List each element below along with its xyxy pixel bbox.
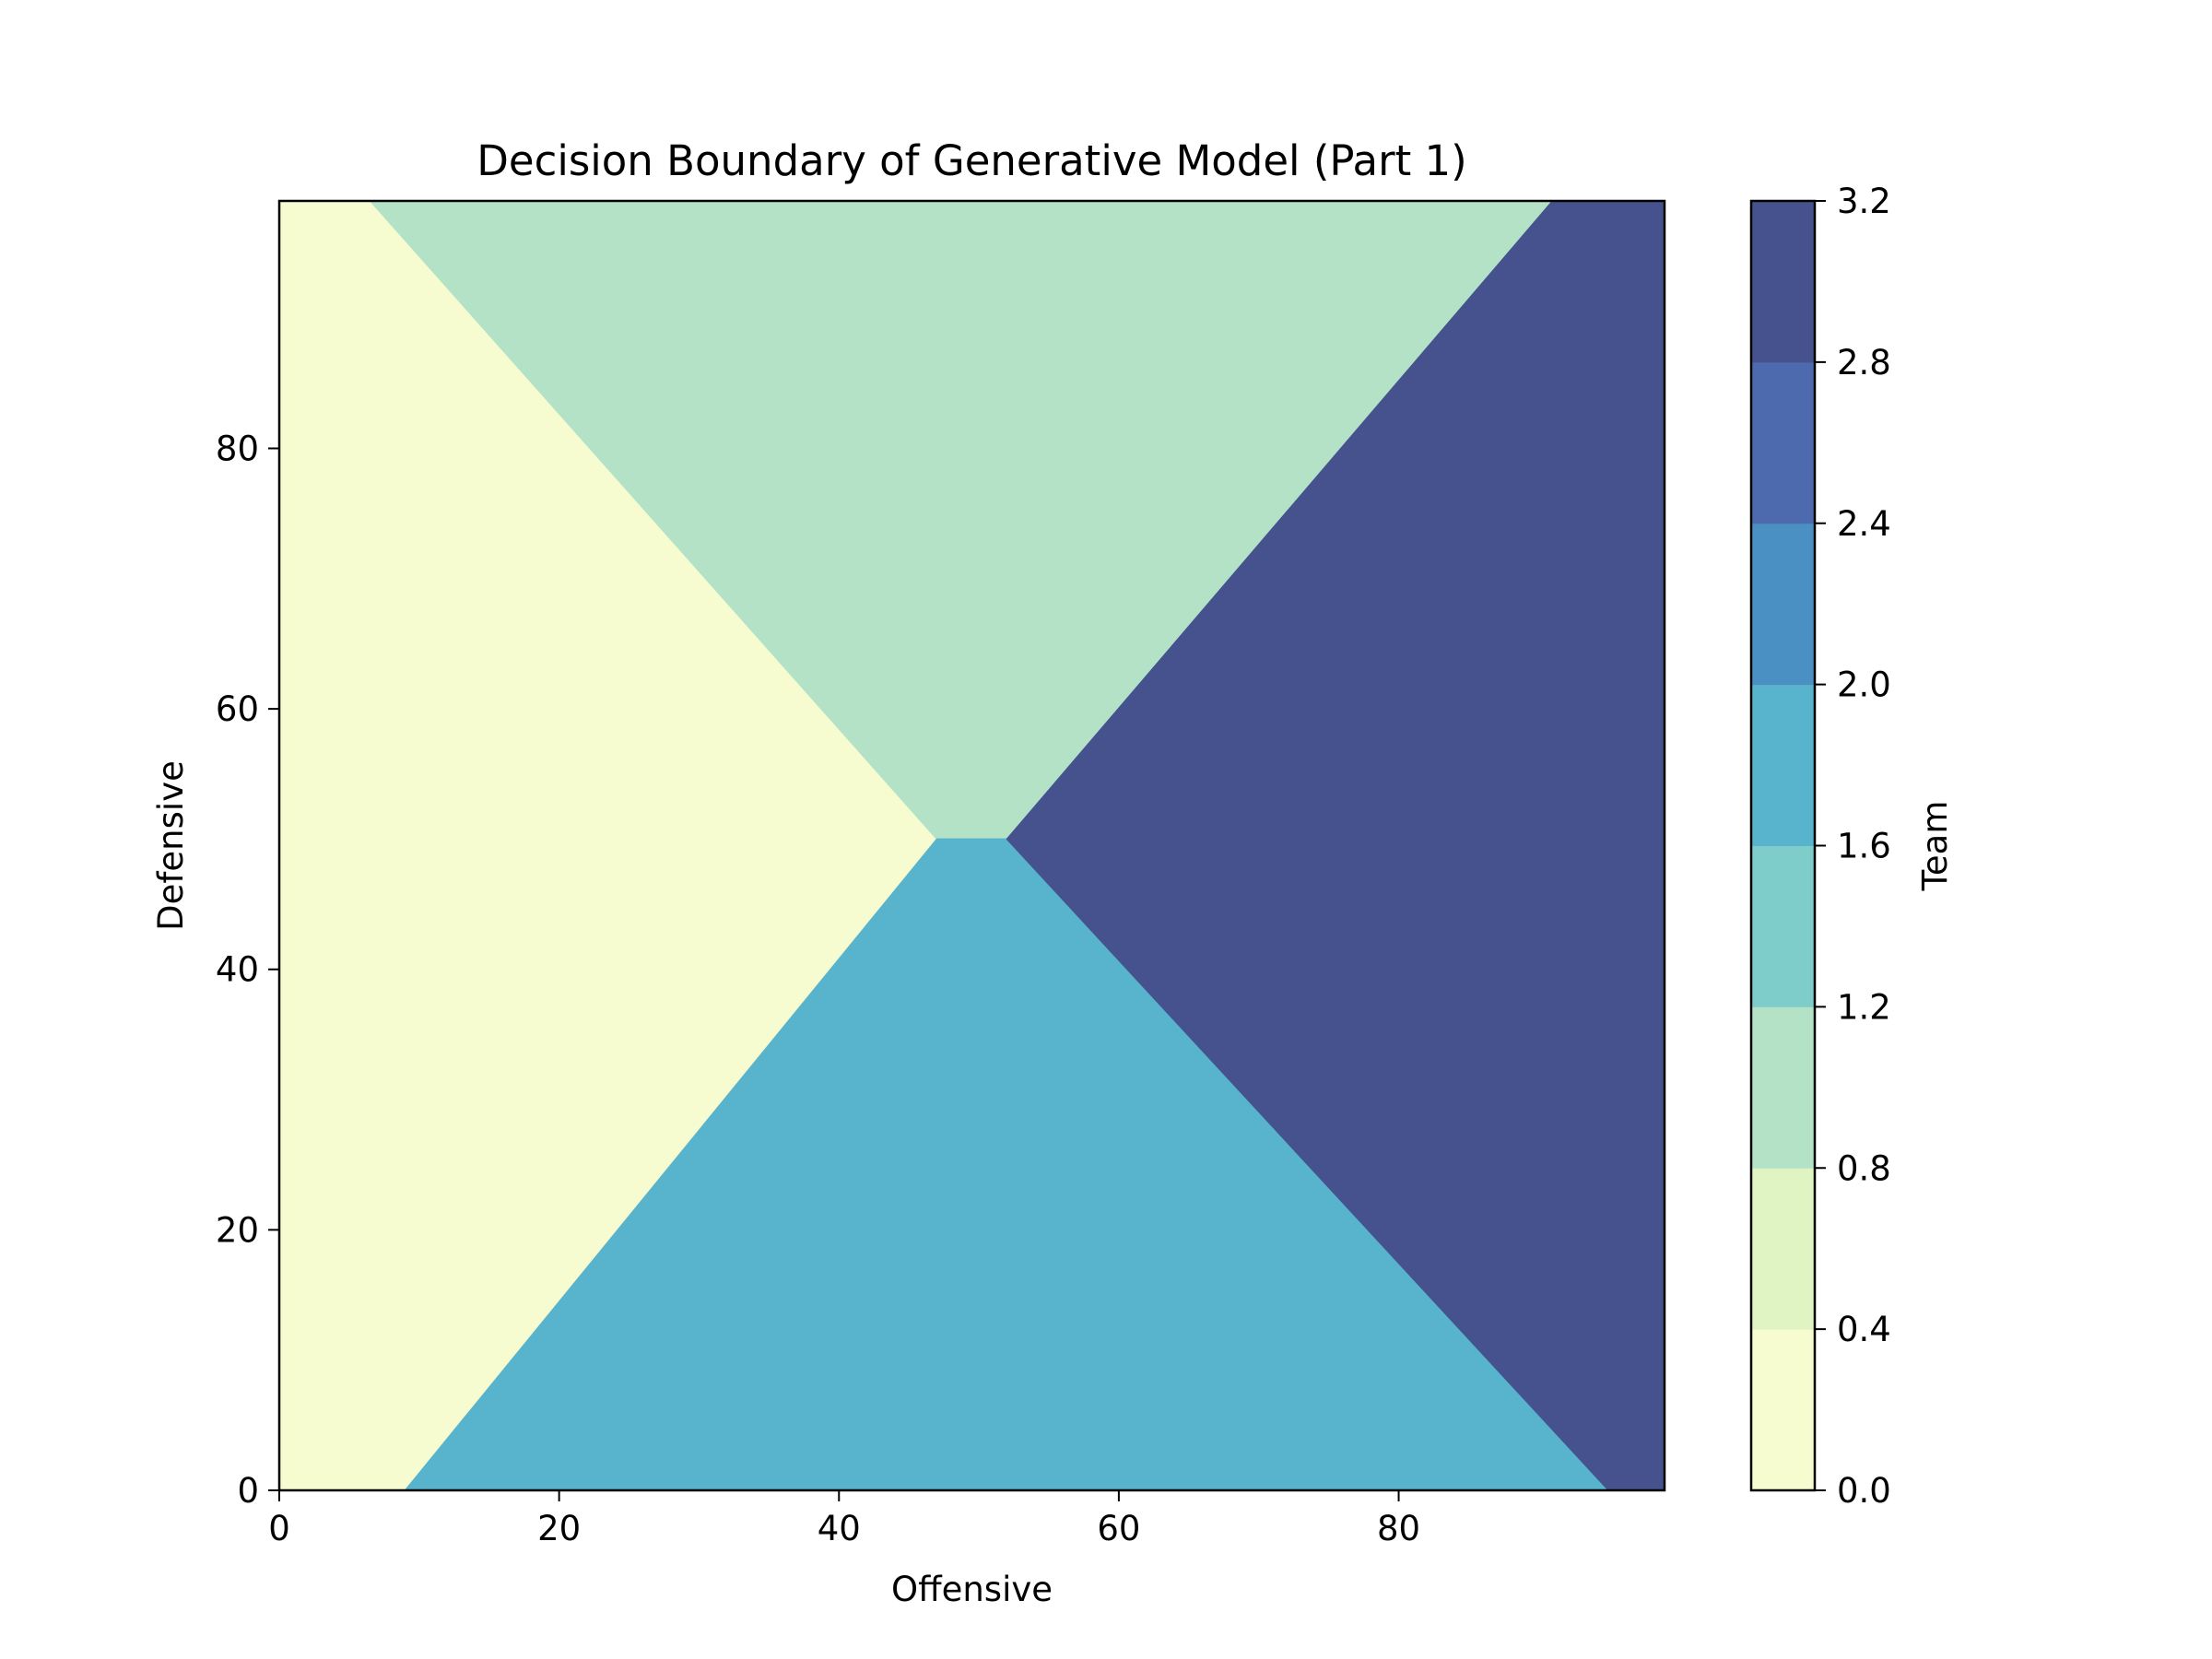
x-tick-label: 40 <box>818 1509 861 1548</box>
colorbar-bands <box>1751 201 1815 1491</box>
colorbar-band <box>1751 361 1815 524</box>
x-tick-label: 60 <box>1097 1509 1140 1548</box>
y-tick-label: 60 <box>216 689 259 729</box>
colorbar-tick-label: 2.0 <box>1837 665 1891 705</box>
colorbar-label: Team <box>1915 801 1955 892</box>
colorbar-band <box>1751 523 1815 686</box>
colorbar-tick-label: 3.2 <box>1837 182 1891 221</box>
y-axis-ticks: 0 20 40 60 80 <box>216 429 279 1511</box>
y-tick-label: 40 <box>216 950 259 990</box>
y-tick-label: 0 <box>237 1471 259 1511</box>
colorbar-tick-label: 2.4 <box>1837 504 1891 544</box>
colorbar-band <box>1751 684 1815 846</box>
chart-title: Decision Boundary of Generative Model (P… <box>477 136 1467 185</box>
colorbar-ticks: 0.0 0.4 0.8 1.2 1.6 2.0 2.4 2.8 3.2 <box>1815 182 1891 1511</box>
colorbar-band <box>1751 1329 1815 1491</box>
colorbar-band <box>1751 1006 1815 1169</box>
x-tick-label: 20 <box>537 1509 581 1548</box>
x-axis-ticks: 0 20 40 60 80 <box>268 1490 1420 1548</box>
x-axis-label: Offensive <box>891 1570 1053 1609</box>
colorbar-tick-label: 2.8 <box>1837 343 1891 382</box>
colorbar-tick-label: 1.2 <box>1837 987 1891 1027</box>
plot-regions <box>278 200 1665 1491</box>
plot-frame <box>277 199 1666 1492</box>
colorbar-tick-label: 0.0 <box>1837 1471 1891 1511</box>
colorbar-band <box>1751 845 1815 1007</box>
colorbar: 0.0 0.4 0.8 1.2 1.6 2.0 2.4 2.8 3.2 Team <box>1749 182 1955 1511</box>
y-tick-label: 20 <box>216 1210 259 1250</box>
x-tick-label: 0 <box>268 1509 290 1548</box>
x-tick-label: 80 <box>1377 1509 1420 1548</box>
y-tick-label: 80 <box>216 429 259 468</box>
colorbar-tick-label: 1.6 <box>1837 827 1891 866</box>
y-axis-label: Defensive <box>151 760 191 931</box>
colorbar-tick-label: 0.4 <box>1837 1310 1891 1349</box>
colorbar-tick-label: 0.8 <box>1837 1148 1891 1188</box>
colorbar-band <box>1751 1168 1815 1330</box>
colorbar-band <box>1751 201 1815 363</box>
